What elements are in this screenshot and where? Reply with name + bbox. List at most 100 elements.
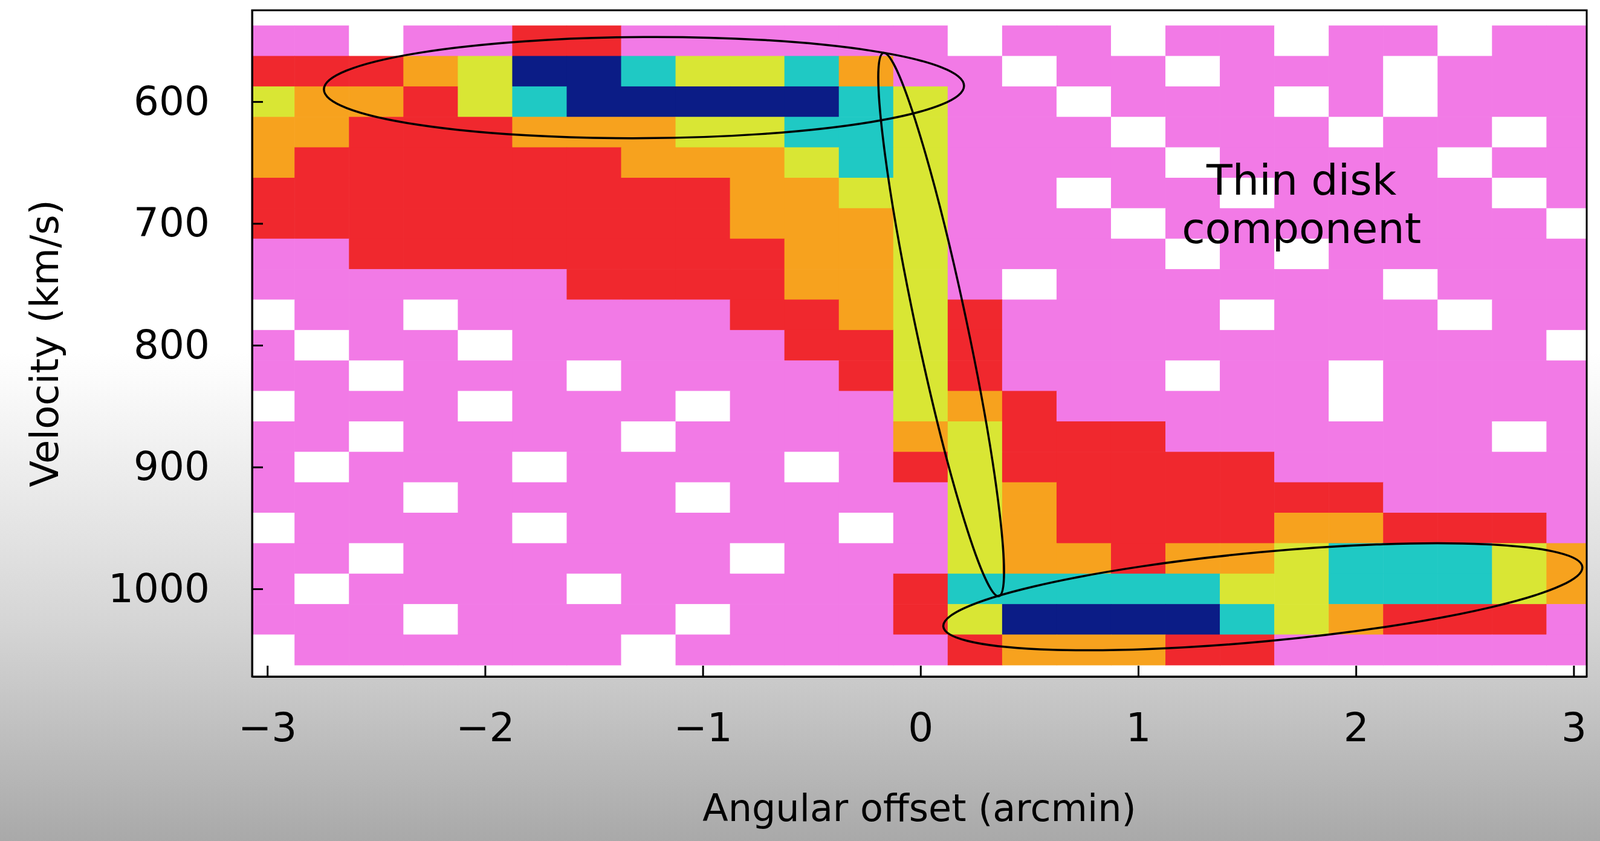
heatmap-cell bbox=[1382, 573, 1439, 605]
heatmap-cell bbox=[947, 147, 1003, 179]
heatmap-cell bbox=[1002, 512, 1058, 544]
heatmap-cell bbox=[457, 391, 513, 422]
heatmap-cell bbox=[1002, 56, 1058, 88]
heatmap-cell bbox=[675, 268, 731, 300]
y-tick: 700 bbox=[133, 199, 263, 247]
heatmap-cell bbox=[893, 482, 949, 514]
heatmap-cell bbox=[1491, 512, 1547, 544]
heatmap-cell bbox=[675, 542, 731, 574]
heatmap-cell bbox=[252, 56, 295, 88]
heatmap-cell bbox=[1328, 116, 1384, 148]
heatmap-cell bbox=[1328, 482, 1384, 514]
heatmap-cell bbox=[784, 330, 840, 361]
heatmap-cell bbox=[457, 603, 513, 635]
heatmap-cell bbox=[893, 147, 949, 179]
heatmap-cell bbox=[675, 116, 731, 148]
heatmap-cell bbox=[730, 542, 786, 574]
heatmap-cell bbox=[1110, 360, 1166, 392]
heatmap-cell bbox=[348, 421, 404, 453]
heatmap-cell bbox=[1110, 512, 1166, 544]
heatmap-cell bbox=[1110, 268, 1166, 300]
heatmap-cell bbox=[1437, 391, 1493, 422]
heatmap-cell bbox=[1219, 603, 1275, 635]
annotation-text-line: Thin disk bbox=[1205, 155, 1397, 205]
heatmap-cell bbox=[457, 573, 513, 605]
heatmap-cell bbox=[1382, 391, 1439, 422]
heatmap-cell bbox=[1219, 634, 1275, 665]
heatmap-cell bbox=[784, 482, 840, 514]
heatmap-cell bbox=[403, 207, 459, 239]
heatmap-cell bbox=[621, 451, 677, 483]
heatmap-cell bbox=[621, 268, 677, 300]
heatmap-cell bbox=[1274, 451, 1330, 483]
heatmap-cell bbox=[348, 360, 404, 392]
heatmap-cell bbox=[511, 207, 567, 239]
heatmap-cell bbox=[511, 56, 567, 88]
heatmap-cell bbox=[784, 512, 840, 544]
heatmap-cell bbox=[1382, 330, 1439, 361]
heatmap-cell bbox=[838, 391, 894, 422]
heatmap-cell bbox=[1056, 451, 1112, 483]
heatmap-cell bbox=[348, 482, 404, 514]
y-tick-mark bbox=[252, 588, 263, 590]
heatmap-cell bbox=[252, 573, 295, 605]
heatmap-cell bbox=[947, 207, 1003, 239]
heatmap-cell bbox=[1491, 421, 1547, 453]
heatmap-cell bbox=[784, 573, 840, 605]
heatmap-cell bbox=[1274, 86, 1330, 118]
heatmap-cell bbox=[1546, 238, 1587, 270]
heatmap-cell bbox=[1056, 238, 1112, 270]
heatmap-cell bbox=[893, 25, 949, 57]
heatmap-cell bbox=[457, 268, 513, 300]
heatmap-cell bbox=[947, 482, 1003, 514]
heatmap-cell bbox=[1056, 391, 1112, 422]
y-tick-label: 800 bbox=[133, 321, 210, 369]
heatmap-cell bbox=[1110, 86, 1166, 118]
heatmap-cell bbox=[1328, 512, 1384, 544]
x-tick-mark bbox=[266, 665, 269, 677]
heatmap-cell bbox=[252, 603, 295, 635]
heatmap-cell bbox=[348, 207, 404, 239]
heatmap-cell bbox=[621, 421, 677, 453]
heatmap-cell bbox=[838, 25, 894, 57]
y-axis: 6007008009001000 bbox=[108, 10, 263, 677]
annotation-ellipse bbox=[939, 522, 1587, 671]
heatmap-cell bbox=[1219, 542, 1275, 574]
heatmap-cell bbox=[1056, 147, 1112, 179]
heatmap-cell bbox=[566, 299, 622, 331]
heatmap-cell bbox=[730, 299, 786, 331]
x-tick-mark bbox=[919, 665, 922, 677]
heatmap-cell bbox=[1165, 25, 1221, 57]
heatmap-cell bbox=[621, 573, 677, 605]
heatmap-cell bbox=[675, 451, 731, 483]
heatmap-cell bbox=[1056, 56, 1112, 88]
x-tick: 3 bbox=[1561, 665, 1587, 751]
heatmap-cell bbox=[947, 86, 1003, 118]
x-tick: −2 bbox=[455, 665, 515, 751]
heatmap-cell bbox=[252, 330, 295, 361]
heatmap-cell bbox=[838, 86, 894, 118]
heatmap-cell bbox=[1546, 542, 1587, 574]
heatmap-cell bbox=[1110, 116, 1166, 148]
heatmap-cell bbox=[1546, 360, 1587, 392]
heatmap-cell bbox=[1110, 25, 1166, 57]
heatmap-cell bbox=[294, 207, 350, 239]
heatmap-cell bbox=[1328, 391, 1384, 422]
heatmap-cell bbox=[1437, 573, 1493, 605]
heatmap-cell bbox=[348, 268, 404, 300]
heatmap-cell bbox=[403, 391, 459, 422]
heatmap-cell bbox=[947, 512, 1003, 544]
heatmap-cell bbox=[252, 421, 295, 453]
heatmap-cell bbox=[403, 512, 459, 544]
y-tick-label: 700 bbox=[133, 199, 210, 247]
heatmap-cell bbox=[457, 542, 513, 574]
heatmap-cell bbox=[675, 634, 731, 665]
heatmap-cell bbox=[511, 360, 567, 392]
heatmap-cell bbox=[947, 421, 1003, 453]
x-tick: 1 bbox=[1125, 665, 1151, 751]
heatmap-cell bbox=[1274, 25, 1330, 57]
heatmap-cell bbox=[1002, 177, 1058, 209]
heatmap-cell bbox=[1002, 25, 1058, 57]
heatmap-cell bbox=[838, 573, 894, 605]
heatmap-cell bbox=[1382, 268, 1439, 300]
